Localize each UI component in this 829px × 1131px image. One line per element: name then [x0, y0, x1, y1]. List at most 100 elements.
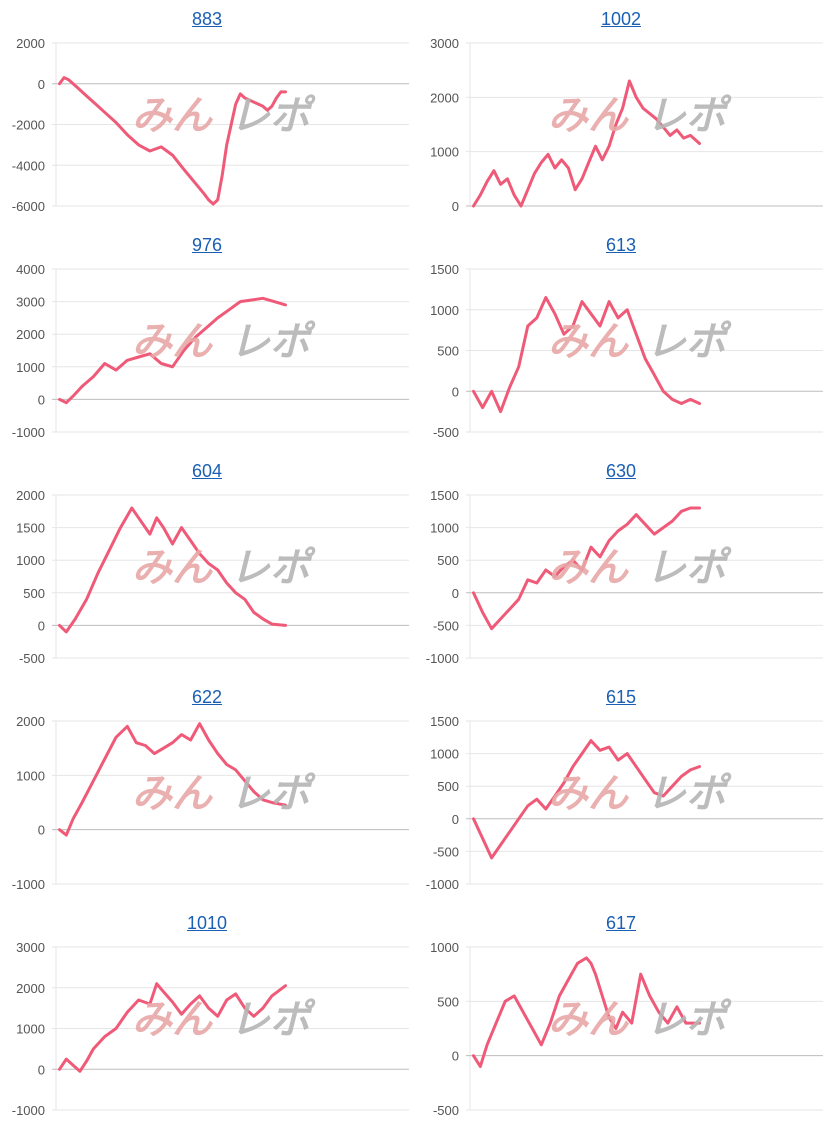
- y-tick-label: 3000: [16, 940, 45, 955]
- chart-panel-3: 613 1500 1000 500 0 -500 みん レポ: [414, 227, 828, 453]
- chart-title-link[interactable]: 604: [191, 461, 223, 481]
- y-tick-label: 0: [452, 384, 459, 399]
- chart-panel-4: 604 2000 1500 1000 500 0 -500 みん レポ: [0, 453, 414, 679]
- series-line: [472, 296, 701, 414]
- watermark-text-pink: みん: [548, 319, 630, 365]
- watermark-logo: みん レポ: [548, 771, 732, 817]
- y-tick-label: -500: [433, 1103, 459, 1118]
- y-tick-label: 1000: [430, 940, 459, 955]
- y-tick-label: 0: [38, 823, 45, 838]
- y-tick-label: -2000: [12, 118, 45, 133]
- y-tick-label: 1000: [430, 521, 459, 536]
- y-tick-label: 0: [452, 812, 459, 827]
- watermark-logo: みん レポ: [548, 545, 732, 591]
- chart-plot-area: 3000 2000 1000 0 -1000 みん レポ: [12, 940, 409, 1118]
- y-tick-label: -1000: [426, 877, 459, 892]
- chart-plot-area: 2000 1000 0 -1000 みん レポ: [12, 714, 409, 892]
- watermark-text-gray: レポ: [230, 997, 316, 1043]
- chart-panel-6: 622 2000 1000 0 -1000 みん レポ: [0, 679, 414, 905]
- series-line: [58, 296, 287, 405]
- chart-title-link[interactable]: 1010: [186, 913, 228, 933]
- chart-title-link[interactable]: 613: [605, 235, 637, 255]
- chart-panel-8: 1010 3000 2000 1000 0 -1000 みん レポ: [0, 905, 414, 1131]
- y-tick-label: 0: [38, 392, 45, 407]
- y-tick-label: 2000: [430, 90, 459, 105]
- chart-title-link[interactable]: 883: [191, 9, 223, 29]
- y-tick-label: 2000: [16, 981, 45, 996]
- series-line: [472, 506, 701, 631]
- y-tick-label: 0: [38, 618, 45, 633]
- watermark-text-pink: みん: [548, 93, 630, 139]
- chart-plot-area: 1500 1000 500 0 -500 -1000 みん レポ: [426, 714, 823, 892]
- watermark-logo: みん レポ: [132, 319, 316, 365]
- series-line: [472, 739, 701, 860]
- watermark-text-pink: みん: [132, 319, 214, 365]
- y-tick-label: 0: [452, 1049, 459, 1064]
- watermark-text-gray: レポ: [646, 771, 732, 817]
- watermark-text-gray: レポ: [230, 93, 316, 139]
- y-tick-label: 2000: [16, 714, 45, 729]
- y-tick-label: 3000: [16, 295, 45, 310]
- y-tick-label: 1500: [430, 262, 459, 277]
- chart-panel-0: 883 2000 0 -2000 -4000 -6000 みん レポ: [0, 1, 414, 227]
- y-tick-label: 1000: [16, 768, 45, 783]
- y-tick-label: 500: [23, 586, 45, 601]
- watermark-text-pink: みん: [548, 997, 630, 1043]
- y-tick-label: -500: [19, 651, 45, 666]
- chart-plot-area: 1500 1000 500 0 -500 みん レポ: [430, 262, 823, 440]
- chart-title-link[interactable]: 615: [605, 687, 637, 707]
- series-line: [58, 76, 287, 206]
- watermark-text-pink: みん: [132, 997, 214, 1043]
- watermark-text-gray: レポ: [646, 545, 732, 591]
- y-tick-label: 4000: [16, 262, 45, 277]
- chart-plot-area: 1500 1000 500 0 -500 -1000 みん レポ: [426, 488, 823, 666]
- y-tick-label: 3000: [430, 36, 459, 51]
- y-tick-label: -1000: [426, 651, 459, 666]
- chart-title-link[interactable]: 630: [605, 461, 637, 481]
- y-tick-label: 0: [452, 199, 459, 214]
- chart-panel-1: 1002 3000 2000 1000 0 みん レポ: [414, 1, 828, 227]
- chart-panel-2: 976 4000 3000 2000 1000 0 -1000 みん レポ: [0, 227, 414, 453]
- chart-title-link[interactable]: 1002: [600, 9, 642, 29]
- series-line: [58, 722, 287, 837]
- y-tick-label: 1000: [16, 1022, 45, 1037]
- series-line: [58, 982, 287, 1073]
- watermark-text-gray: レポ: [646, 997, 732, 1043]
- watermark-text-gray: レポ: [646, 319, 732, 365]
- watermark-text-pink: みん: [132, 93, 214, 139]
- y-tick-label: -500: [433, 618, 459, 633]
- y-tick-label: 500: [437, 994, 459, 1009]
- y-tick-label: 1000: [430, 747, 459, 762]
- watermark-text-pink: みん: [548, 545, 630, 591]
- chart-plot-area: 2000 1500 1000 500 0 -500 みん レポ: [16, 488, 409, 666]
- y-tick-label: -4000: [12, 158, 45, 173]
- y-tick-label: 1500: [430, 488, 459, 503]
- y-tick-label: -6000: [12, 199, 45, 214]
- y-tick-label: 1500: [16, 521, 45, 536]
- chart-plot-area: 1000 500 0 -500 みん レポ: [430, 940, 823, 1118]
- y-tick-label: 0: [38, 1062, 45, 1077]
- y-tick-label: 2000: [16, 36, 45, 51]
- y-tick-label: 1500: [430, 714, 459, 729]
- watermark-logo: みん レポ: [548, 319, 732, 365]
- chart-panel-9: 617 1000 500 0 -500 みん レポ: [414, 905, 828, 1131]
- series-line: [58, 506, 287, 634]
- y-tick-label: 500: [437, 553, 459, 568]
- chart-title-link[interactable]: 617: [605, 913, 637, 933]
- chart-panel-7: 615 1500 1000 500 0 -500 -1000 みん レポ: [414, 679, 828, 905]
- y-tick-label: 1000: [430, 145, 459, 160]
- chart-title-link[interactable]: 622: [191, 687, 223, 707]
- y-tick-label: -1000: [12, 425, 45, 440]
- chart-title-link[interactable]: 976: [191, 235, 223, 255]
- y-tick-label: 2000: [16, 488, 45, 503]
- y-tick-label: 500: [437, 779, 459, 794]
- watermark-text-gray: レポ: [230, 771, 316, 817]
- chart-plot-area: 2000 0 -2000 -4000 -6000 みん レポ: [12, 36, 409, 214]
- y-tick-label: -1000: [12, 1103, 45, 1118]
- watermark-logo: みん レポ: [132, 545, 316, 591]
- y-tick-label: -500: [433, 425, 459, 440]
- series-line: [472, 956, 701, 1068]
- y-tick-label: 1000: [16, 553, 45, 568]
- watermark-text-pink: みん: [548, 771, 630, 817]
- y-tick-label: 1000: [16, 360, 45, 375]
